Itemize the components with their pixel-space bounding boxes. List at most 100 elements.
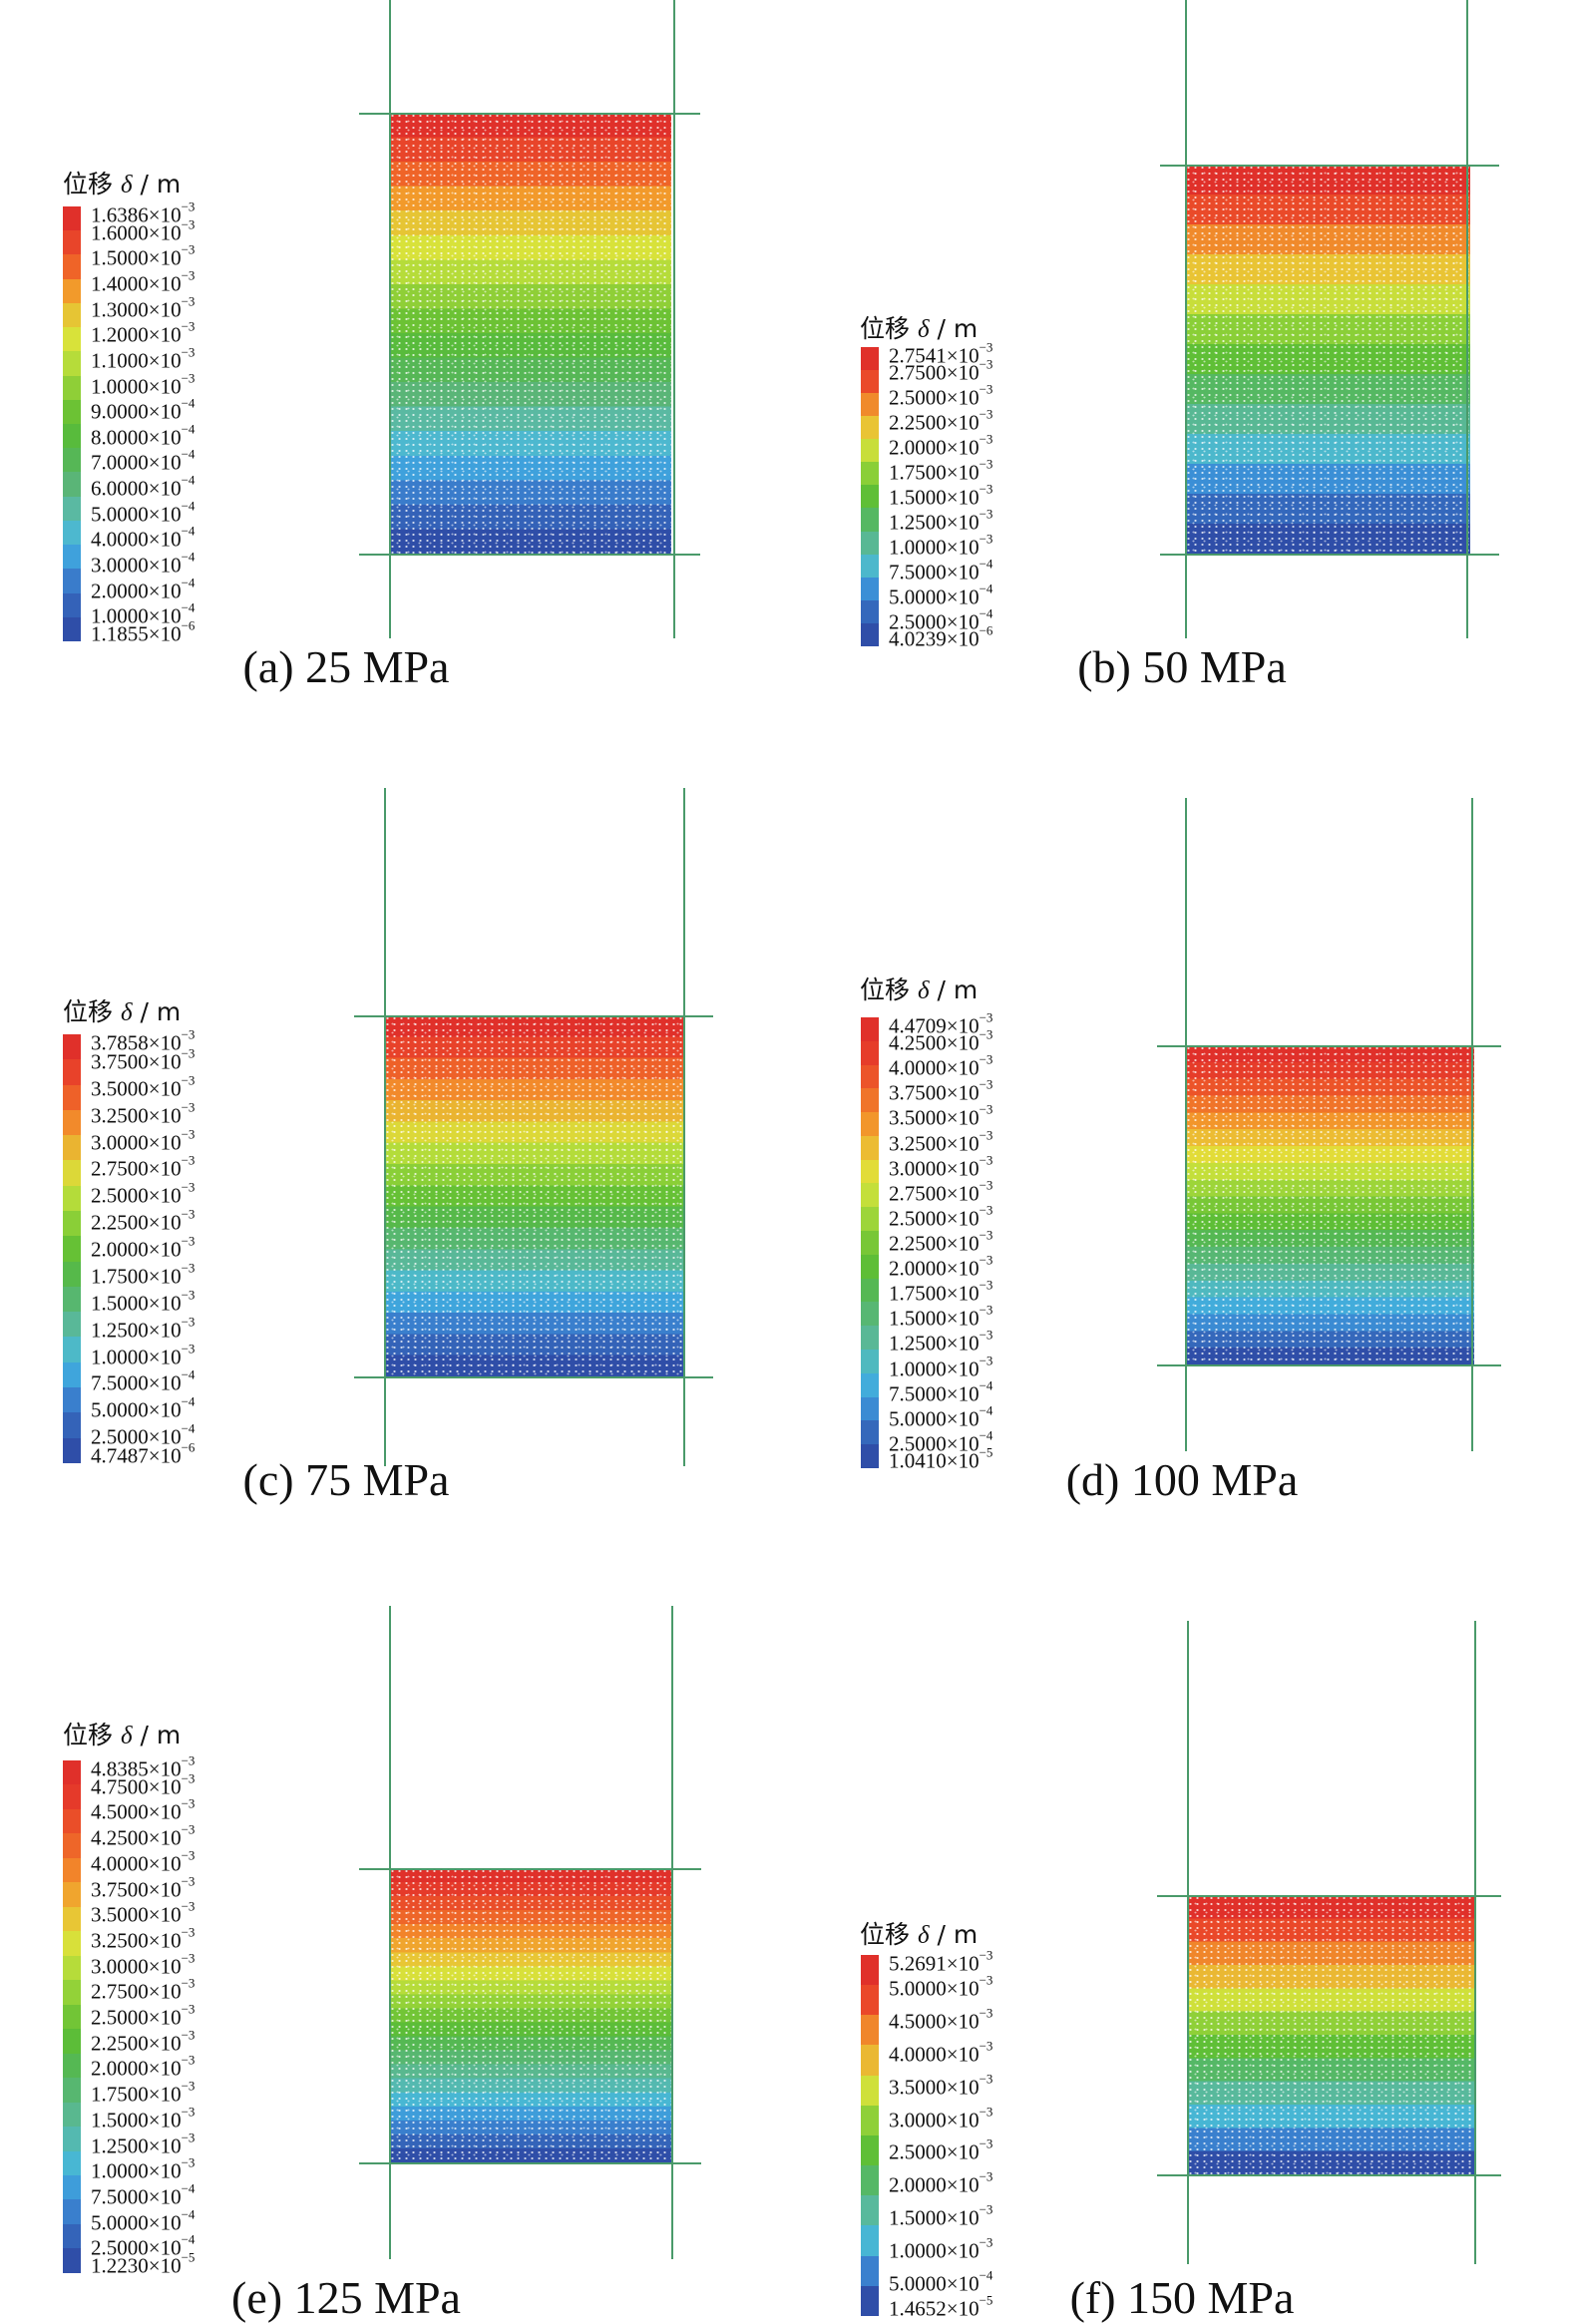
label-exponent: −5 <box>979 2292 993 2308</box>
colorbar-segment <box>63 1882 81 1907</box>
colorbar-label: 1.5000×10−3 <box>889 2203 992 2229</box>
colorbar-label: 2.0000×10−3 <box>889 433 992 459</box>
colorbar-label: 1.0000×10−3 <box>889 533 992 559</box>
label-exponent: −3 <box>979 1353 993 1368</box>
colorbar-label: 4.0239×10−6 <box>889 624 992 650</box>
colorbar-label: 1.6386×10−3 <box>91 200 195 226</box>
label-exponent: −4 <box>979 556 993 572</box>
colorbar-segment <box>63 592 81 617</box>
colorbar <box>63 1034 81 1463</box>
colorbar-segment <box>63 1286 81 1313</box>
label-exponent: −3 <box>979 1327 993 1343</box>
colorbar-segment <box>63 2127 81 2151</box>
colorbar-segment <box>861 1135 879 1160</box>
label-mantissa: 4.2500×10 <box>91 1825 182 1850</box>
label-mantissa: 1.2000×10 <box>91 322 182 347</box>
colorbar-segment <box>63 327 81 352</box>
label-mantissa: 1.3000×10 <box>91 297 182 322</box>
label-mantissa: 3.7500×10 <box>889 1080 980 1105</box>
label-mantissa: 2.5000×10 <box>91 1183 182 1208</box>
colorbar-segment <box>861 531 879 555</box>
colorbar-label: 1.3000×10−3 <box>91 294 195 322</box>
colorbar-segment <box>63 278 81 303</box>
label-mantissa: 5.0000×10 <box>889 584 980 609</box>
label-exponent: −3 <box>181 1975 196 1991</box>
colorbar-segment <box>63 1135 81 1161</box>
label-exponent: −4 <box>181 2206 196 2222</box>
particle-speckle <box>389 1868 671 2162</box>
colorbar-label: 1.1855×10−6 <box>91 619 195 645</box>
label-exponent: −3 <box>979 1252 993 1268</box>
colorbar-label: 2.2500×10−3 <box>889 1229 992 1256</box>
label-mantissa: 2.5000×10 <box>889 385 980 410</box>
label-exponent: −3 <box>979 1947 993 1963</box>
colorbar-label: 1.6000×10−3 <box>91 217 195 243</box>
colorbar-label: 2.7500×10−3 <box>889 358 992 384</box>
label-mantissa: 4.0000×10 <box>91 1851 182 1876</box>
label-exponent: −4 <box>181 549 196 565</box>
displacement-contour <box>389 113 671 554</box>
label-mantissa: 2.7541×10 <box>889 343 980 368</box>
label-exponent: −3 <box>181 1924 196 1940</box>
label-mantissa: 3.7500×10 <box>91 1049 182 1074</box>
colorbar-segment <box>861 2225 879 2256</box>
legend-title-symbol: δ <box>120 1723 133 1749</box>
colorbar-label: 4.7500×10−3 <box>91 1771 195 1797</box>
colorbar-segment <box>63 2150 81 2175</box>
colorbar-segment <box>63 2223 81 2249</box>
label-mantissa: 4.0000×10 <box>889 2042 980 2067</box>
label-exponent: −3 <box>979 381 993 397</box>
particle-speckle <box>1185 165 1470 554</box>
colorbar-label: 2.5000×10−3 <box>889 1203 992 1229</box>
colorbar-segment <box>861 1326 879 1350</box>
colorbar-segment <box>861 2195 879 2226</box>
colorbar-label: 3.2500×10−3 <box>91 1100 195 1126</box>
label-exponent: −3 <box>181 2104 196 2120</box>
colorbar-label: 4.4709×10−3 <box>889 1011 992 1037</box>
label-exponent: −5 <box>181 2249 196 2265</box>
label-exponent: −4 <box>979 1427 993 1443</box>
label-mantissa: 9.0000×10 <box>91 399 182 424</box>
colorbar-label: 7.5000×10−4 <box>91 1368 195 1394</box>
colorbar-segment <box>63 1980 81 2005</box>
legend-title-unit: / m <box>929 975 979 1004</box>
colorbar-segment <box>861 485 879 509</box>
platen-line-horizontal <box>354 1015 713 1017</box>
panel-caption: (c) 75 MPa <box>242 1454 450 1505</box>
colorbar-label: 4.5000×10−3 <box>91 1797 195 1823</box>
label-mantissa: 3.7858×10 <box>91 1030 182 1055</box>
label-mantissa: 2.2500×10 <box>889 1231 980 1256</box>
colorbar-label: 1.7500×10−3 <box>889 1279 992 1305</box>
label-exponent: −3 <box>979 1202 993 1218</box>
colorbar-segment <box>63 1906 81 1932</box>
colorbar-segment <box>63 302 81 328</box>
label-mantissa: 1.5000×10 <box>91 245 182 270</box>
label-mantissa: 1.0410×10 <box>889 1448 980 1473</box>
panel-caption: (a) 25 MPa <box>242 641 450 692</box>
colorbar-label: 3.2500×10−3 <box>91 1925 195 1951</box>
label-mantissa: 1.5000×10 <box>889 485 980 510</box>
colorbar-label: 1.2500×10−3 <box>889 1329 992 1355</box>
particle-speckle <box>384 1015 683 1376</box>
colorbar-label: 4.0000×10−3 <box>889 2039 992 2067</box>
colorbar-label: 2.5000×10−3 <box>889 383 992 410</box>
label-exponent: −3 <box>181 241 196 257</box>
colorbar-label: 1.4652×10−5 <box>889 2294 992 2320</box>
colorbar-segment <box>63 616 81 641</box>
colorbar-label: 1.5000×10−3 <box>91 1288 195 1314</box>
colorbar-label: 3.0000×10−3 <box>889 1153 992 1179</box>
colorbar-segment <box>861 554 879 578</box>
label-exponent: −3 <box>181 1152 196 1168</box>
label-exponent: −3 <box>181 2001 196 2017</box>
label-exponent: −3 <box>181 1821 196 1837</box>
colorbar-label: 1.7500×10−3 <box>91 1261 195 1287</box>
label-exponent: −3 <box>979 1277 993 1293</box>
colorbar-label: 1.5000×10−3 <box>889 1304 992 1330</box>
legend-title-prefix: 位移 <box>860 975 918 1004</box>
label-exponent: −4 <box>979 1377 993 1393</box>
label-exponent: −3 <box>181 1341 196 1356</box>
colorbar-segment <box>861 1278 879 1303</box>
panel-caption: (e) 125 MPa <box>231 2272 461 2323</box>
label-mantissa: 3.0000×10 <box>91 1954 182 1979</box>
label-exponent: −6 <box>979 622 993 638</box>
